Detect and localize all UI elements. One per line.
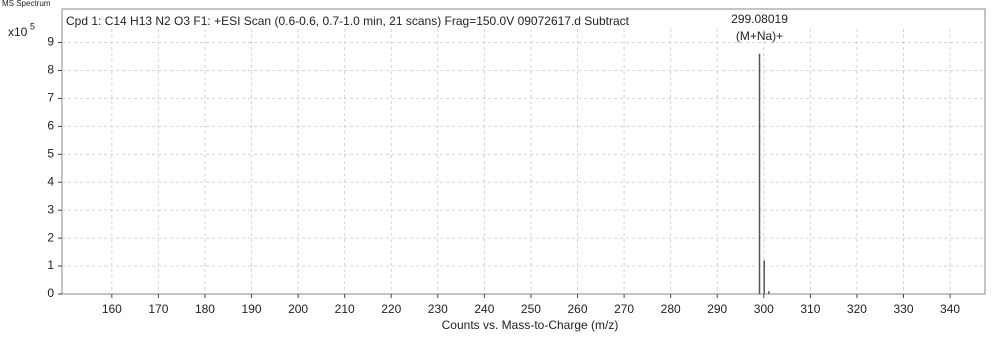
x-tick-label: 320 (847, 302, 867, 316)
x-axis-label: Counts vs. Mass-to-Charge (m/z) (442, 318, 619, 332)
y-tick-label: 5 (47, 146, 54, 160)
x-tick-label: 210 (335, 302, 355, 316)
y-tick-label: 4 (47, 174, 54, 188)
plot-frame (61, 8, 986, 295)
x-tick-label: 230 (428, 302, 448, 316)
y-tick-label: 8 (47, 63, 54, 77)
x-tick-label: 220 (381, 302, 401, 316)
x-tick-label: 170 (148, 302, 168, 316)
y-tick-label: 1 (47, 258, 54, 272)
x-tick-label: 300 (754, 302, 774, 316)
y-tick-label: 0 (47, 286, 54, 300)
y-tick-label: 3 (47, 202, 54, 216)
chart-title: Cpd 1: C14 H13 N2 O3 F1: +ESI Scan (0.6-… (66, 14, 630, 28)
peak-label: 299.08019 (731, 12, 788, 26)
x-tick-label: 250 (521, 302, 541, 316)
x-tick-label: 270 (614, 302, 634, 316)
peak-annotation: (M+Na)+ (736, 29, 783, 43)
y-tick-label: 7 (47, 91, 54, 105)
y-tick-label: 6 (47, 119, 54, 133)
x-tick-label: 290 (707, 302, 727, 316)
y-scale-base: x10 (8, 25, 28, 39)
x-tick-label: 190 (242, 302, 262, 316)
x-tick-label: 260 (568, 302, 588, 316)
header: MS Spectrum (2, 0, 51, 8)
x-tick-label: 280 (661, 302, 681, 316)
x-tick-label: 330 (893, 302, 913, 316)
y-tick-label: 2 (47, 230, 54, 244)
x-tick-label: 180 (195, 302, 215, 316)
y-scale-exponent: 5 (30, 21, 35, 31)
x-tick-label: 160 (102, 302, 122, 316)
x-tick-label: 310 (800, 302, 820, 316)
x-tick-label: 200 (288, 302, 308, 316)
x-tick-label: 240 (474, 302, 494, 316)
x-tick-label: 340 (940, 302, 960, 316)
y-tick-label: 9 (47, 35, 54, 49)
